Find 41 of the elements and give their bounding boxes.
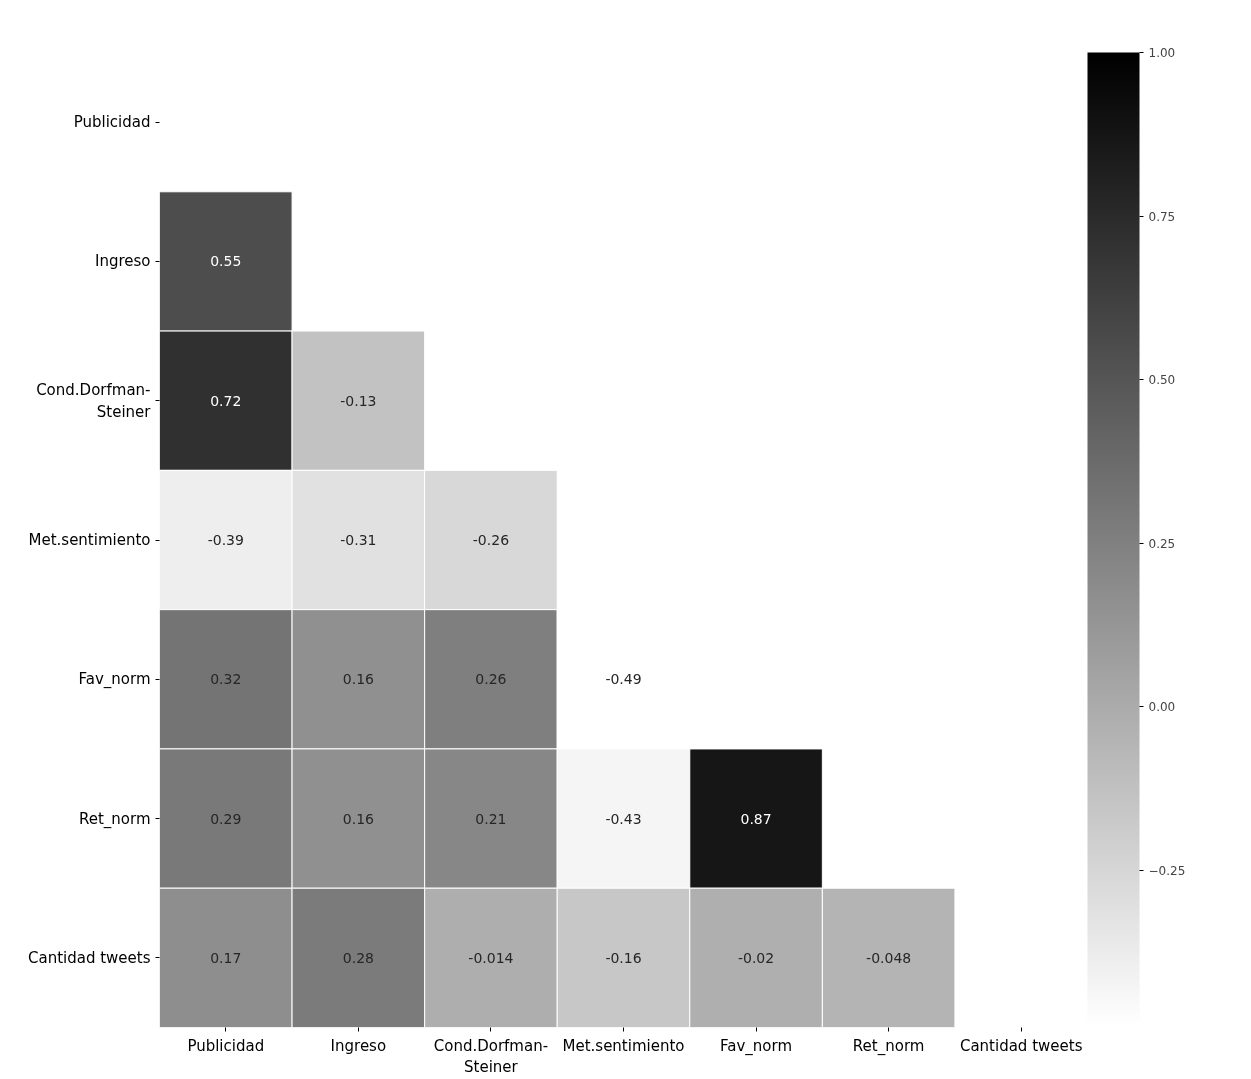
- data-label: 0.21: [475, 810, 507, 827]
- data-label: -0.43: [605, 810, 642, 827]
- data-label: -0.26: [472, 532, 510, 548]
- y-tick-label: Publicidad: [73, 113, 151, 132]
- data-label: -0.014: [468, 949, 514, 966]
- data-label: 0.28: [342, 949, 374, 966]
- x-tick-label: Ret_norm: [852, 1036, 925, 1056]
- data-label: 0.72: [210, 392, 242, 409]
- x-tick-label: Cond.Dorfman-Steiner: [433, 1036, 549, 1077]
- color-bar-label: 0.00: [1148, 700, 1176, 715]
- data-label: 0.16: [342, 671, 375, 688]
- data-label: 0.26: [475, 671, 507, 688]
- data-label: -0.49: [605, 671, 642, 688]
- y-tick-label: Fav_norm: [78, 670, 151, 690]
- data-label: -0.048: [866, 949, 912, 966]
- y-tick-label: Ingreso: [94, 252, 151, 271]
- x-tick-label: Met.sentimiento: [562, 1036, 685, 1055]
- color-bar-label: 0.25: [1148, 536, 1176, 551]
- y-tick-label: Cantidad tweets: [27, 948, 151, 967]
- data-label: 0.55: [210, 253, 242, 270]
- data-label: -0.02: [737, 949, 775, 966]
- y-tick-label: Met.sentimiento: [28, 531, 151, 549]
- x-tick-label: Publicidad: [187, 1036, 265, 1055]
- x-tick-label: Cantidad tweets: [959, 1036, 1083, 1055]
- color-bar-label: −0.25: [1148, 863, 1186, 878]
- data-label: -0.31: [340, 532, 377, 548]
- x-tick-label: Ingreso: [330, 1036, 387, 1055]
- color-bar-label: 1.00: [1148, 46, 1176, 60]
- data-label: 0.17: [210, 949, 242, 966]
- data-label: 0.16: [342, 810, 375, 827]
- data-label: -0.13: [340, 392, 377, 409]
- data-label: 0.87: [740, 810, 772, 827]
- data-label: -0.16: [605, 949, 642, 966]
- y-tick-label: Cond.Dorfman-Steiner: [36, 380, 152, 421]
- x-tick-label: Fav_norm: [720, 1036, 793, 1056]
- color-bar-label: 0.50: [1148, 373, 1176, 388]
- y-tick-label: Ret_norm: [78, 809, 151, 829]
- data-label: 0.32: [210, 671, 242, 688]
- data-label: 0.29: [210, 810, 242, 827]
- data-label: -0.39: [207, 532, 244, 548]
- color-bar-label: 0.75: [1148, 209, 1176, 224]
